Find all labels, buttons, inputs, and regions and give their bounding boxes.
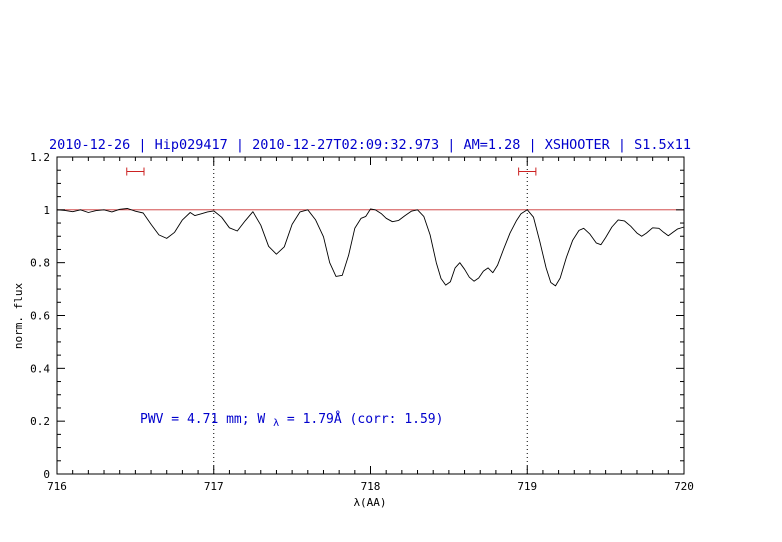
y-tick-label: 1.2 (30, 151, 50, 164)
pwv-annotation-post: = 1.79Å (corr: 1.59) (287, 411, 444, 427)
y-tick-label: 0.4 (30, 362, 50, 375)
pwv-annotation: PWV = 4.71 mm; W λ = 1.79Å (corr: 1.59) (140, 411, 443, 430)
x-axis-label: λ(AA) (353, 496, 386, 509)
y-tick-label: 0 (43, 468, 50, 481)
y-tick-label: 1 (43, 204, 50, 217)
x-tick-label: 718 (361, 480, 381, 493)
x-tick-label: 719 (517, 480, 537, 493)
pwv-annotation-pre: PWV = 4.71 mm; W (140, 412, 265, 427)
x-tick-label: 720 (674, 480, 694, 493)
chart-title: 2010-12-26 | Hip029417 | 2010-12-27T02:0… (49, 137, 691, 153)
y-axis-label: norm. flux (12, 283, 25, 350)
y-tick-label: 0.2 (30, 415, 50, 428)
plot-frame (56, 156, 685, 475)
y-tick-label: 0.6 (30, 310, 50, 323)
pwv-annotation-sub: λ (273, 418, 279, 429)
x-tick-label: 717 (204, 480, 224, 493)
plot-dynamic-layer: 716 717 718 719 720 0 0.2 0.4 0.6 0.8 1 1.2 (30, 151, 694, 493)
y-tick-label: 0.8 (30, 257, 50, 270)
spectrum-line (56, 208, 685, 287)
x-tick-label: 716 (47, 480, 67, 493)
